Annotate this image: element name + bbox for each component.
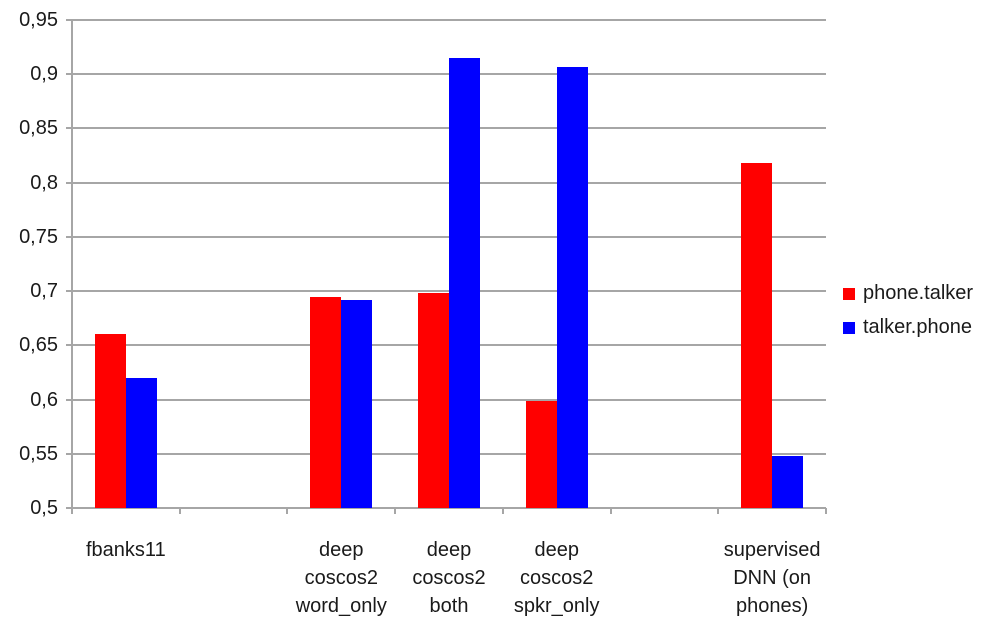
bar-phone-talker-deep-coscos2-word-only <box>310 296 342 508</box>
y-axis-tick-label: 0,9 <box>30 63 58 86</box>
x-axis-category-label: deep coscos2 both <box>364 536 534 620</box>
legend-label: phone.talker <box>863 282 974 304</box>
y-axis-tick <box>66 507 72 509</box>
x-axis-label-line: DNN (on <box>733 567 812 589</box>
y-axis-tick-label: 0,65 <box>19 334 58 357</box>
x-axis-line <box>72 507 826 509</box>
y-axis-tick-label: 0,55 <box>19 442 58 465</box>
y-axis-tick-label: 0,75 <box>19 225 58 248</box>
bar-phone-talker-deep-coscos2-both <box>418 293 449 508</box>
x-axis-label-line: fbanks11 <box>86 539 166 561</box>
bar-talker-phone-deep-coscos2-word-only <box>341 299 373 508</box>
y-axis-tick <box>66 344 72 347</box>
x-axis-tick <box>717 508 720 514</box>
bar-talker-phone-fbanks11 <box>125 377 157 508</box>
x-axis-label-line: coscos2 <box>304 567 378 589</box>
x-axis-tick <box>71 508 73 514</box>
x-axis-label-line: spkr_only <box>513 595 600 617</box>
gridline <box>72 19 826 21</box>
y-axis-tick-label: 0,85 <box>19 117 58 140</box>
y-axis-tick <box>66 290 72 293</box>
x-axis-tick <box>394 508 397 514</box>
y-axis-tick <box>66 73 72 76</box>
x-axis-category-label: deep coscos2 word_only <box>256 536 426 620</box>
x-axis-tick <box>178 508 181 514</box>
x-axis-tick <box>825 508 827 514</box>
y-axis-tick <box>66 452 72 455</box>
bar-talker-phone-deep-coscos2-both <box>449 57 480 508</box>
y-axis-tick <box>66 19 72 21</box>
x-axis-label-line: deep <box>426 539 472 561</box>
y-axis-tick-label: 0,5 <box>30 497 58 519</box>
bar-talker-phone-supervised-dnn-on-phones <box>772 455 804 508</box>
bar-phone-talker-deep-coscos2-spkr-only <box>525 400 557 508</box>
x-axis-label-line: coscos2 <box>520 567 594 589</box>
y-axis-tick <box>66 181 72 184</box>
legend-swatch-talker-phone <box>843 321 855 334</box>
y-axis-tick <box>66 127 72 130</box>
bar-phone-talker-fbanks11 <box>94 334 126 508</box>
x-axis-tick <box>501 508 504 514</box>
y-axis-line <box>71 20 73 508</box>
y-axis-tick <box>66 235 72 238</box>
x-axis-category-label: deep coscos2 spkr_only <box>472 536 642 620</box>
x-axis-category-label: fbanks11 <box>41 536 211 564</box>
y-axis-tick-label: 0,6 <box>30 388 58 411</box>
x-axis-label-line: word_only <box>295 595 387 617</box>
x-axis-category-label: supervised DNN (on phones) <box>687 536 857 620</box>
x-axis-label-line: phones) <box>736 595 809 617</box>
x-axis-tick <box>609 508 612 514</box>
legend-swatch-phone-talker <box>843 287 855 300</box>
y-axis-tick <box>66 398 72 401</box>
legend: phone.talker talker.phone <box>843 281 973 349</box>
x-axis-label-line: deep <box>534 539 579 561</box>
bar-talker-phone-deep-coscos2-spkr-only <box>556 66 588 508</box>
legend-item: talker.phone <box>843 315 973 340</box>
x-axis-label-line: deep <box>319 539 364 561</box>
y-axis-tick-label: 0,95 <box>19 9 58 31</box>
x-axis-label-line: coscos2 <box>412 567 486 589</box>
y-axis-tick-label: 0,7 <box>30 280 58 303</box>
legend-item: phone.talker <box>843 281 973 306</box>
bar-phone-talker-supervised-dnn-on-phones <box>741 163 773 508</box>
x-axis-tick <box>286 508 289 514</box>
legend-label: talker.phone <box>863 316 972 338</box>
x-axis-label-line: supervised <box>723 539 821 561</box>
y-axis-tick-label: 0,8 <box>30 171 58 194</box>
x-axis-label-line: both <box>429 595 469 617</box>
